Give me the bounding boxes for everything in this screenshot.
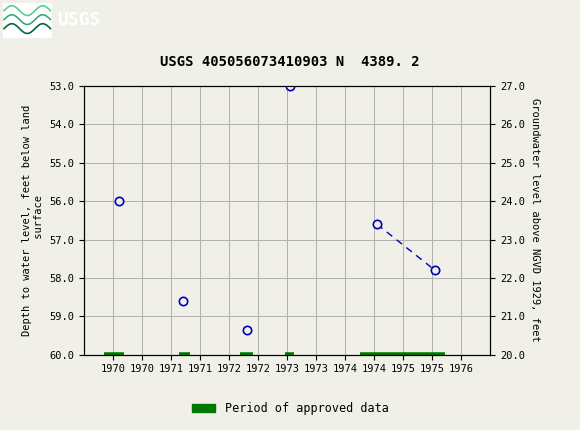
Y-axis label: Groundwater level above NGVD 1929, feet: Groundwater level above NGVD 1929, feet bbox=[530, 98, 541, 342]
Text: USGS 405056073410903 N  4389. 2: USGS 405056073410903 N 4389. 2 bbox=[160, 55, 420, 69]
Text: USGS: USGS bbox=[57, 12, 100, 29]
Legend: Period of approved data: Period of approved data bbox=[187, 397, 393, 420]
Bar bbox=[3, 3, 52, 37]
Y-axis label: Depth to water level, feet below land
 surface: Depth to water level, feet below land su… bbox=[22, 105, 44, 336]
